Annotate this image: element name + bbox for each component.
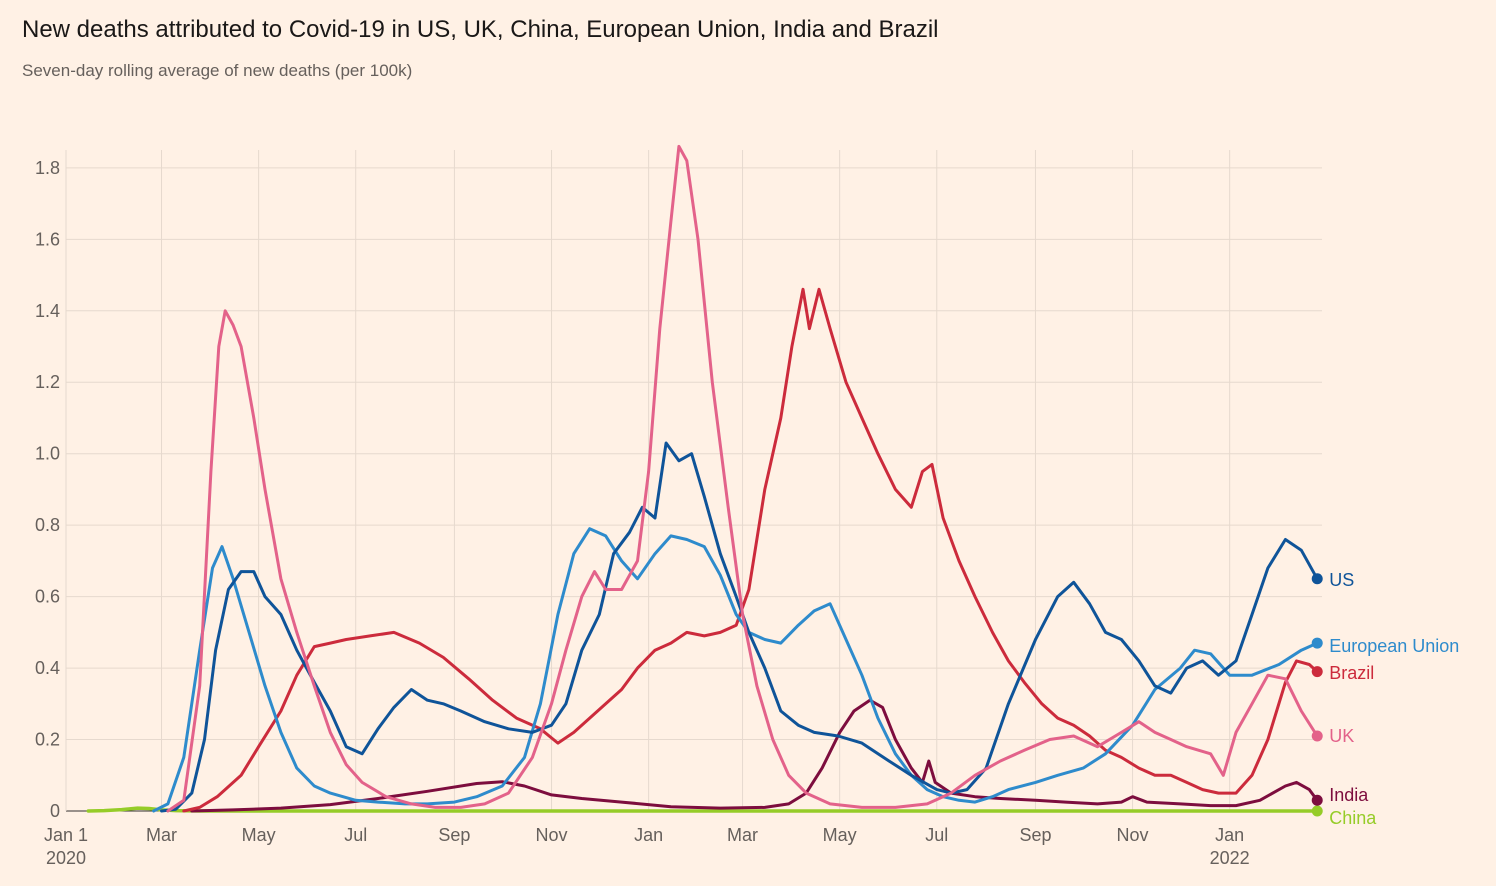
series-label-india: India [1329, 785, 1369, 805]
x-tick-label: Jan 1 [44, 825, 88, 845]
series-end-marker-european-union [1311, 637, 1323, 649]
horizontal-gridlines [66, 167, 1322, 812]
series-line-us [160, 441, 1319, 813]
y-tick-label: 0.2 [35, 730, 60, 750]
y-axis: 0 0.2 0.4 0.6 0.8 1.0 1.2 1.4 1.6 1.8 [35, 158, 60, 821]
series-lines [86, 144, 1319, 813]
series-label-european-union: European Union [1329, 636, 1459, 656]
series-end-labels: China India Brazil European Union US UK [1311, 570, 1459, 828]
x-tick-label: Jul [344, 825, 367, 845]
x-tick-label: Nov [1117, 825, 1149, 845]
y-tick-label: 1.6 [35, 229, 60, 249]
series-label-us: US [1329, 570, 1354, 590]
x-tick-label: Mar [146, 825, 177, 845]
y-tick-label: 1.2 [35, 372, 60, 392]
y-tick-label: 0.6 [35, 587, 60, 607]
series-line-brazil [182, 287, 1319, 813]
y-tick-label: 1.0 [35, 444, 60, 464]
series-end-marker-uk [1311, 730, 1323, 742]
y-tick-label: 0.4 [35, 658, 60, 678]
y-tick-label: 1.8 [35, 158, 60, 178]
series-label-brazil: Brazil [1329, 663, 1374, 683]
y-tick-label: 1.4 [35, 301, 60, 321]
x-tick-label: Nov [536, 825, 568, 845]
x-tick-label: Jan [634, 825, 663, 845]
series-line-uk [166, 144, 1319, 813]
x-axis: Jan 1 2020 Mar May Jul Sep Nov Jan Mar May Jul Sep N… [44, 825, 1250, 868]
x-tick-label: Mar [727, 825, 758, 845]
x-tick-year-label: 2020 [46, 848, 86, 868]
x-tick-label: Jan [1215, 825, 1244, 845]
x-tick-label: Sep [1019, 825, 1051, 845]
x-tick-label: May [823, 825, 857, 845]
series-end-marker-india [1311, 794, 1323, 806]
series-end-marker-brazil [1311, 666, 1323, 678]
series-end-marker-us [1311, 573, 1323, 585]
x-tick-label: May [242, 825, 276, 845]
y-tick-label: 0 [50, 801, 60, 821]
chart-title: New deaths attributed to Covid-19 in US,… [22, 16, 939, 43]
chart-subtitle: Seven-day rolling average of new deaths … [22, 61, 413, 80]
x-tick-label: Jul [925, 825, 948, 845]
series-label-uk: UK [1329, 726, 1354, 746]
series-line-india [190, 698, 1319, 813]
series-line-european-union [152, 527, 1319, 813]
vertical-gridlines [65, 150, 1231, 811]
series-label-china: China [1329, 808, 1377, 828]
series-end-marker-china [1311, 805, 1323, 817]
x-tick-year-label: 2022 [1210, 848, 1250, 868]
y-tick-label: 0.8 [35, 515, 60, 535]
x-tick-label: Sep [438, 825, 470, 845]
